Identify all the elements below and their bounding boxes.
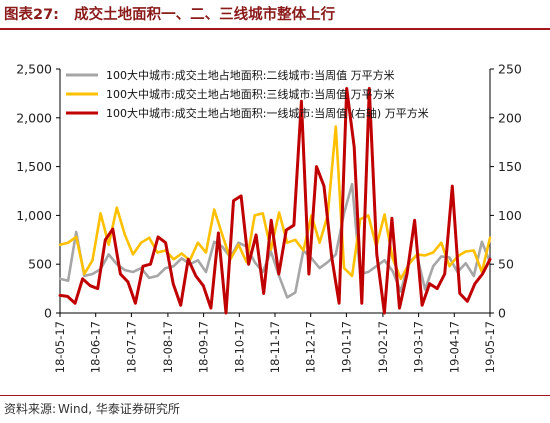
- line-chart: 0 500 1,000 1,500 2,000 2,500 0 50 100 150 200 250…: [16, 62, 522, 374]
- y-right-tick-label: 150: [498, 159, 522, 174]
- legend-label: 100大中城市:成交土地占地面积:一线城市:当周值 (右轴) 万平方米: [106, 106, 429, 120]
- x-tick-label: 18-08-17: [161, 321, 175, 373]
- x-tick-label: 18-12-17: [304, 321, 318, 373]
- x-axis: 18-05-17 18-06-17 18-07-17 18-08-17 18-09-17…: [53, 312, 497, 373]
- x-tick-label: 19-04-17: [447, 321, 461, 373]
- series-layer: [58, 87, 492, 315]
- y-right-tick-label: 200: [498, 110, 522, 125]
- y-left-axis: 0 500 1,000 1,500 2,000 2,500: [16, 62, 61, 321]
- x-tick-label: 18-09-17: [197, 321, 211, 373]
- x-tick-label: 19-01-17: [339, 321, 353, 373]
- source-note: 资料来源: Wind, 华泰证券研究所: [4, 400, 182, 417]
- figure-label: 图表27:: [4, 7, 59, 23]
- y-left-tick-label: 500: [28, 257, 52, 272]
- legend-label: 100大中城市:成交土地占地面积:二线城市:当周值 万平方米: [106, 68, 395, 82]
- x-tick-label: 19-05-17: [483, 321, 497, 373]
- x-tick-label: 18-06-17: [89, 321, 103, 373]
- figure-title-text: 成交土地面积一、二、三线城市整体上行: [74, 7, 336, 23]
- y-right-tick-label: 250: [498, 62, 522, 77]
- figure-title: 图表27: 成交土地面积一、二、三线城市整体上行: [4, 3, 546, 27]
- x-tick-label: 19-02-17: [376, 321, 390, 373]
- title-divider: [0, 28, 550, 30]
- source-label: 资料来源:: [4, 402, 57, 416]
- y-left-tick-label: 1,000: [16, 208, 52, 223]
- legend-label: 100大中城市:成交土地占地面积:三线城市:当周值 万平方米: [106, 87, 395, 101]
- y-left-tick-label: 1,500: [16, 159, 52, 174]
- x-tick-label: 18-05-17: [53, 321, 67, 373]
- x-tick-label: 19-03-17: [412, 321, 426, 373]
- series-line-3: [58, 87, 492, 315]
- footer-divider: [0, 395, 550, 396]
- x-tick-label: 18-10-17: [232, 321, 246, 373]
- legend: 100大中城市:成交土地占地面积:二线城市:当周值 万平方米 100大中城市:成交…: [66, 68, 429, 120]
- y-right-tick-label: 0: [498, 306, 506, 321]
- x-tick-label: 18-11-17: [268, 321, 282, 373]
- y-left-tick-label: 0: [44, 306, 52, 321]
- y-right-tick-label: 100: [498, 208, 522, 223]
- y-left-tick-label: 2,500: [16, 62, 52, 77]
- source-text: Wind, 华泰证券研究所: [58, 402, 180, 416]
- y-right-axis: 0 50 100 150 200 250: [489, 62, 522, 321]
- y-right-tick-label: 50: [498, 257, 514, 272]
- y-left-tick-label: 2,000: [16, 110, 52, 125]
- x-tick-label: 18-07-17: [124, 321, 138, 373]
